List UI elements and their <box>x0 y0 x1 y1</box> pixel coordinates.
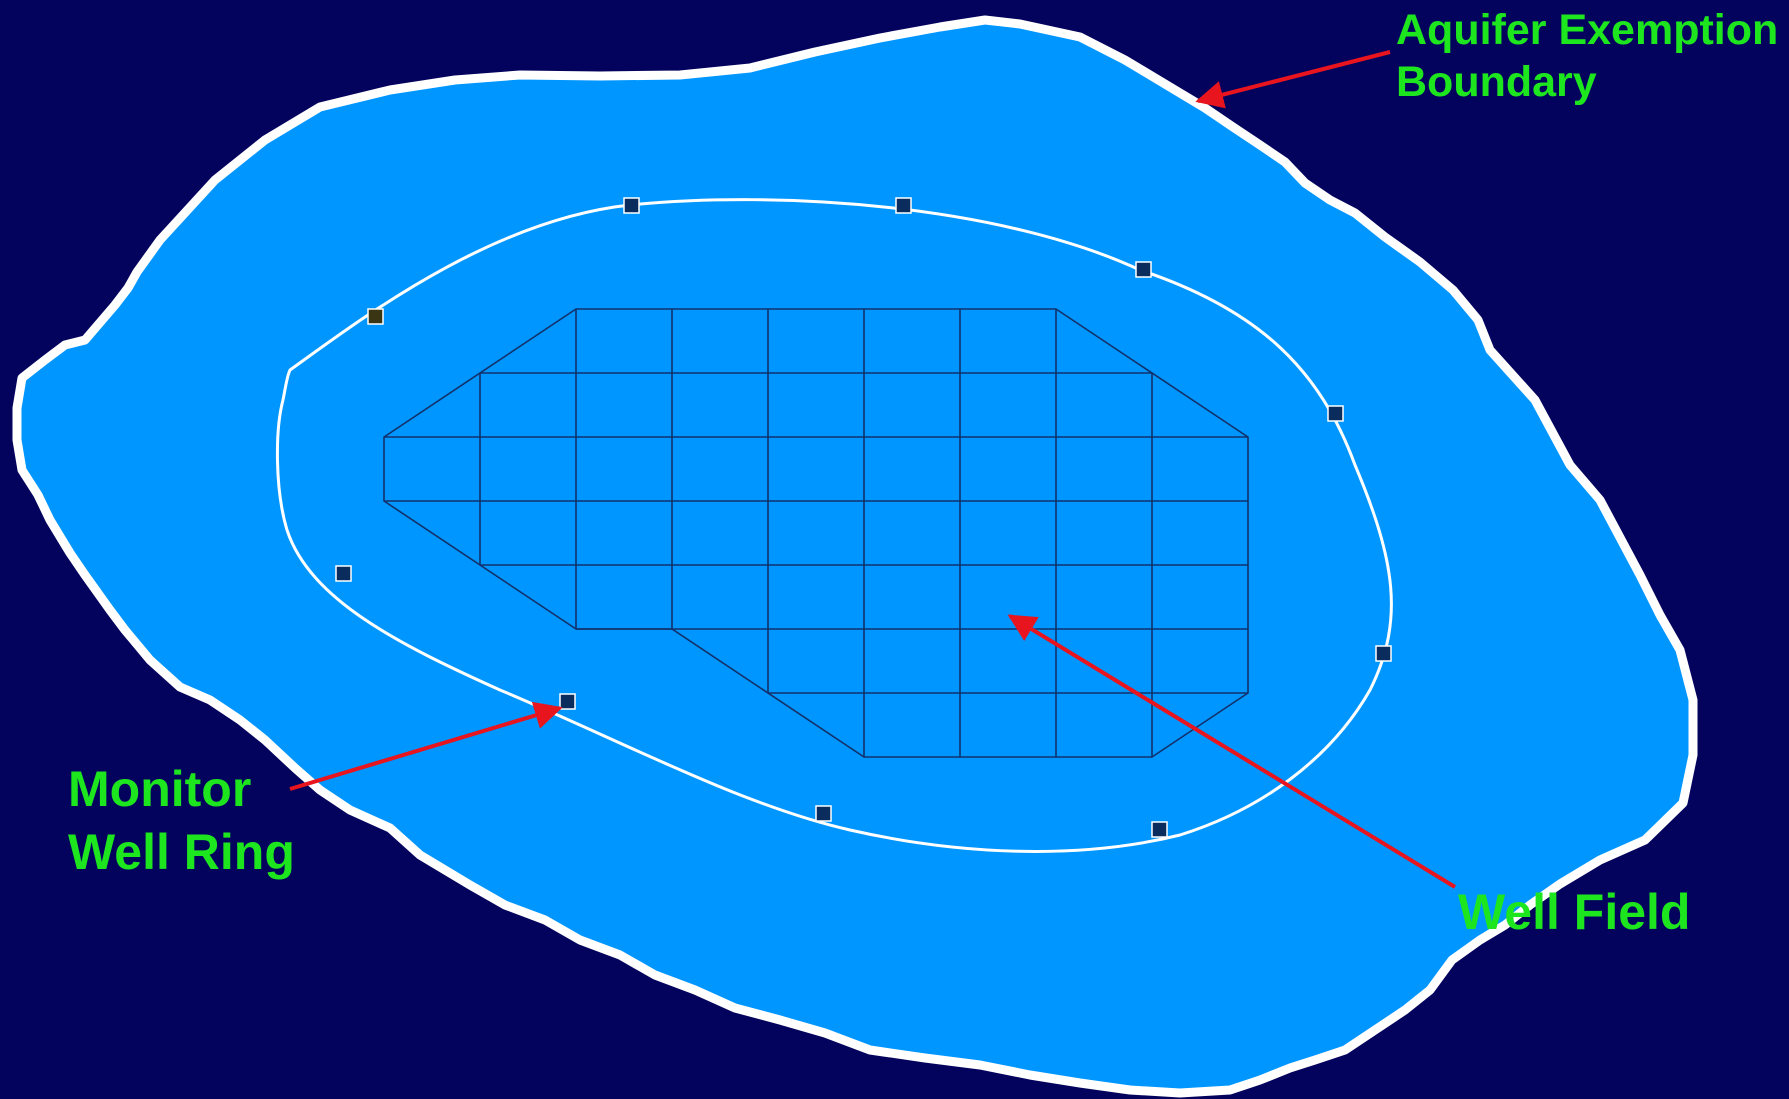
monitor-well-marker <box>1375 645 1392 662</box>
aquifer-boundary-arrow <box>1195 50 1391 109</box>
well-field-label: Well Field <box>1458 882 1690 942</box>
well-field-grid <box>383 308 1249 758</box>
well-field-arrow <box>1007 614 1457 889</box>
monitor-label-line2: Well Ring <box>68 824 295 880</box>
monitor-well-marker <box>1135 261 1152 278</box>
aquifer-label-line1: Aquifer Exemption <box>1396 6 1779 54</box>
monitor-well-marker <box>1327 405 1344 422</box>
monitor-well-marker <box>895 197 912 214</box>
aquifer-exemption-boundary <box>12 15 1698 1098</box>
monitor-well-marker <box>815 805 832 822</box>
well-field-label-text: Well Field <box>1458 884 1691 940</box>
monitor-ring-arrow <box>289 701 563 791</box>
monitor-well-marker <box>559 693 576 710</box>
monitor-well-marker <box>367 308 384 325</box>
monitor-well-marker <box>623 197 640 214</box>
aquifer-label-line2: Boundary <box>1396 58 1597 106</box>
aquifer-exemption-boundary-label: Aquifer Exemption Boundary <box>1396 4 1778 108</box>
monitor-well-ring-label: Monitor Well Ring <box>68 758 295 884</box>
monitor-well-marker <box>335 565 352 582</box>
monitor-label-line1: Monitor <box>68 761 252 817</box>
monitor-well-marker <box>1151 821 1168 838</box>
